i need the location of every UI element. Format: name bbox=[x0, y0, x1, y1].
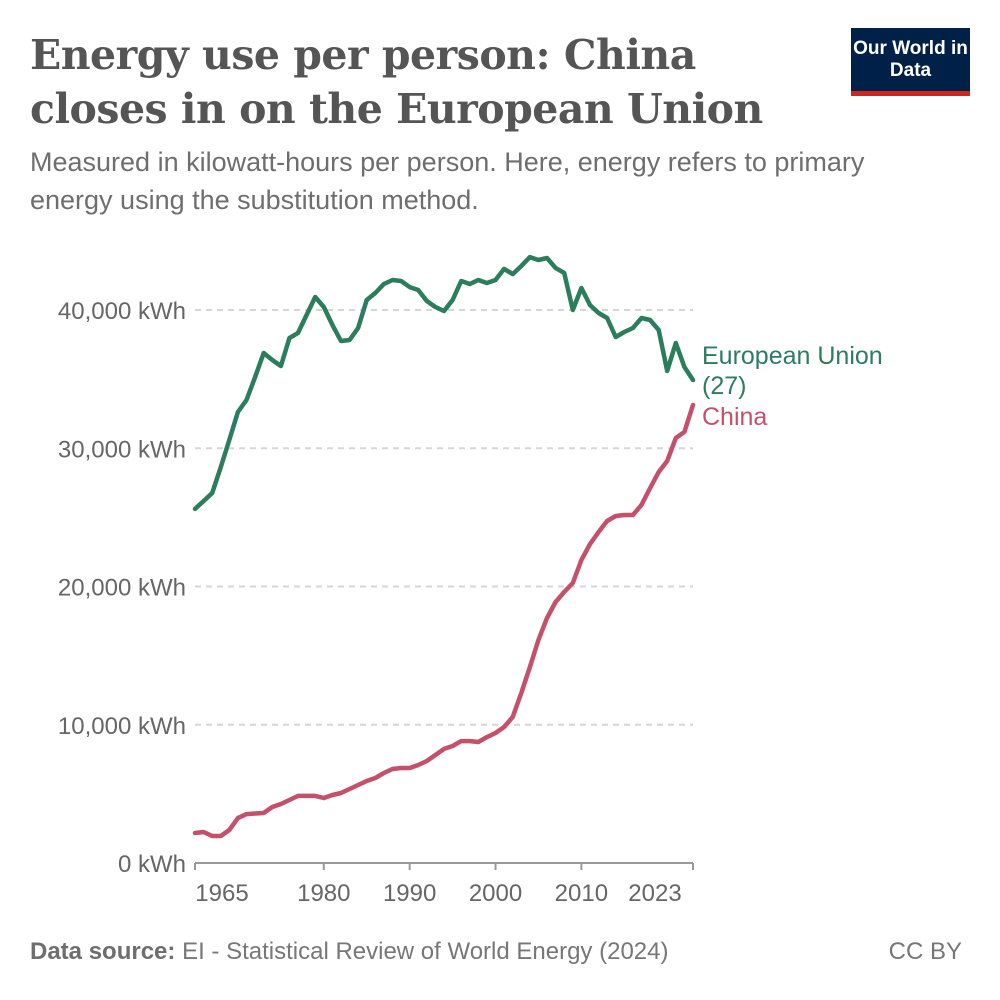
source-text: EI - Statistical Review of World Energy … bbox=[182, 938, 669, 965]
series-lines bbox=[192, 254, 696, 839]
china-line bbox=[192, 402, 696, 839]
gridlines bbox=[195, 309, 693, 726]
eu-label: European Union (27) bbox=[702, 342, 883, 400]
china-label: China bbox=[702, 403, 767, 431]
series-labels: European Union (27) China bbox=[702, 342, 883, 431]
eu-label-line1: European Union bbox=[702, 342, 883, 370]
chart-title: Energy use per person: China closes in o… bbox=[30, 31, 763, 133]
y-tick-label: 30,000 kWh bbox=[58, 436, 186, 463]
license[interactable]: CC BY bbox=[888, 938, 962, 965]
y-axis-labels: 0 kWh 10,000 kWh 20,000 kWh 30,000 kWh 40,00… bbox=[58, 298, 186, 878]
x-tick-label: 1990 bbox=[383, 880, 436, 907]
x-axis: 1965 1980 1990 2000 2010 2023 bbox=[194, 862, 694, 907]
chart-subtitle: Measured in kilowatt-hours per person. H… bbox=[30, 147, 865, 215]
y-tick-label: 10,000 kWh bbox=[58, 713, 186, 740]
data-source: Data source: EI - Statistical Review of … bbox=[30, 938, 668, 966]
x-tick-label: 2023 bbox=[628, 880, 681, 907]
y-tick-label: 20,000 kWh bbox=[58, 575, 186, 602]
y-tick-label: 0 kWh bbox=[118, 851, 186, 878]
x-tick-label: 1965 bbox=[195, 880, 248, 907]
y-tick-label: 40,000 kWh bbox=[58, 298, 186, 325]
source-label: Data source: bbox=[30, 938, 176, 965]
eu-line bbox=[192, 254, 696, 512]
eu-label-line2: (27) bbox=[702, 372, 746, 400]
x-tick-label: 1980 bbox=[297, 880, 350, 907]
x-tick-label: 2000 bbox=[469, 880, 522, 907]
owid-logo[interactable]: Our World in Data bbox=[851, 28, 970, 96]
x-tick-label: 2010 bbox=[555, 880, 608, 907]
